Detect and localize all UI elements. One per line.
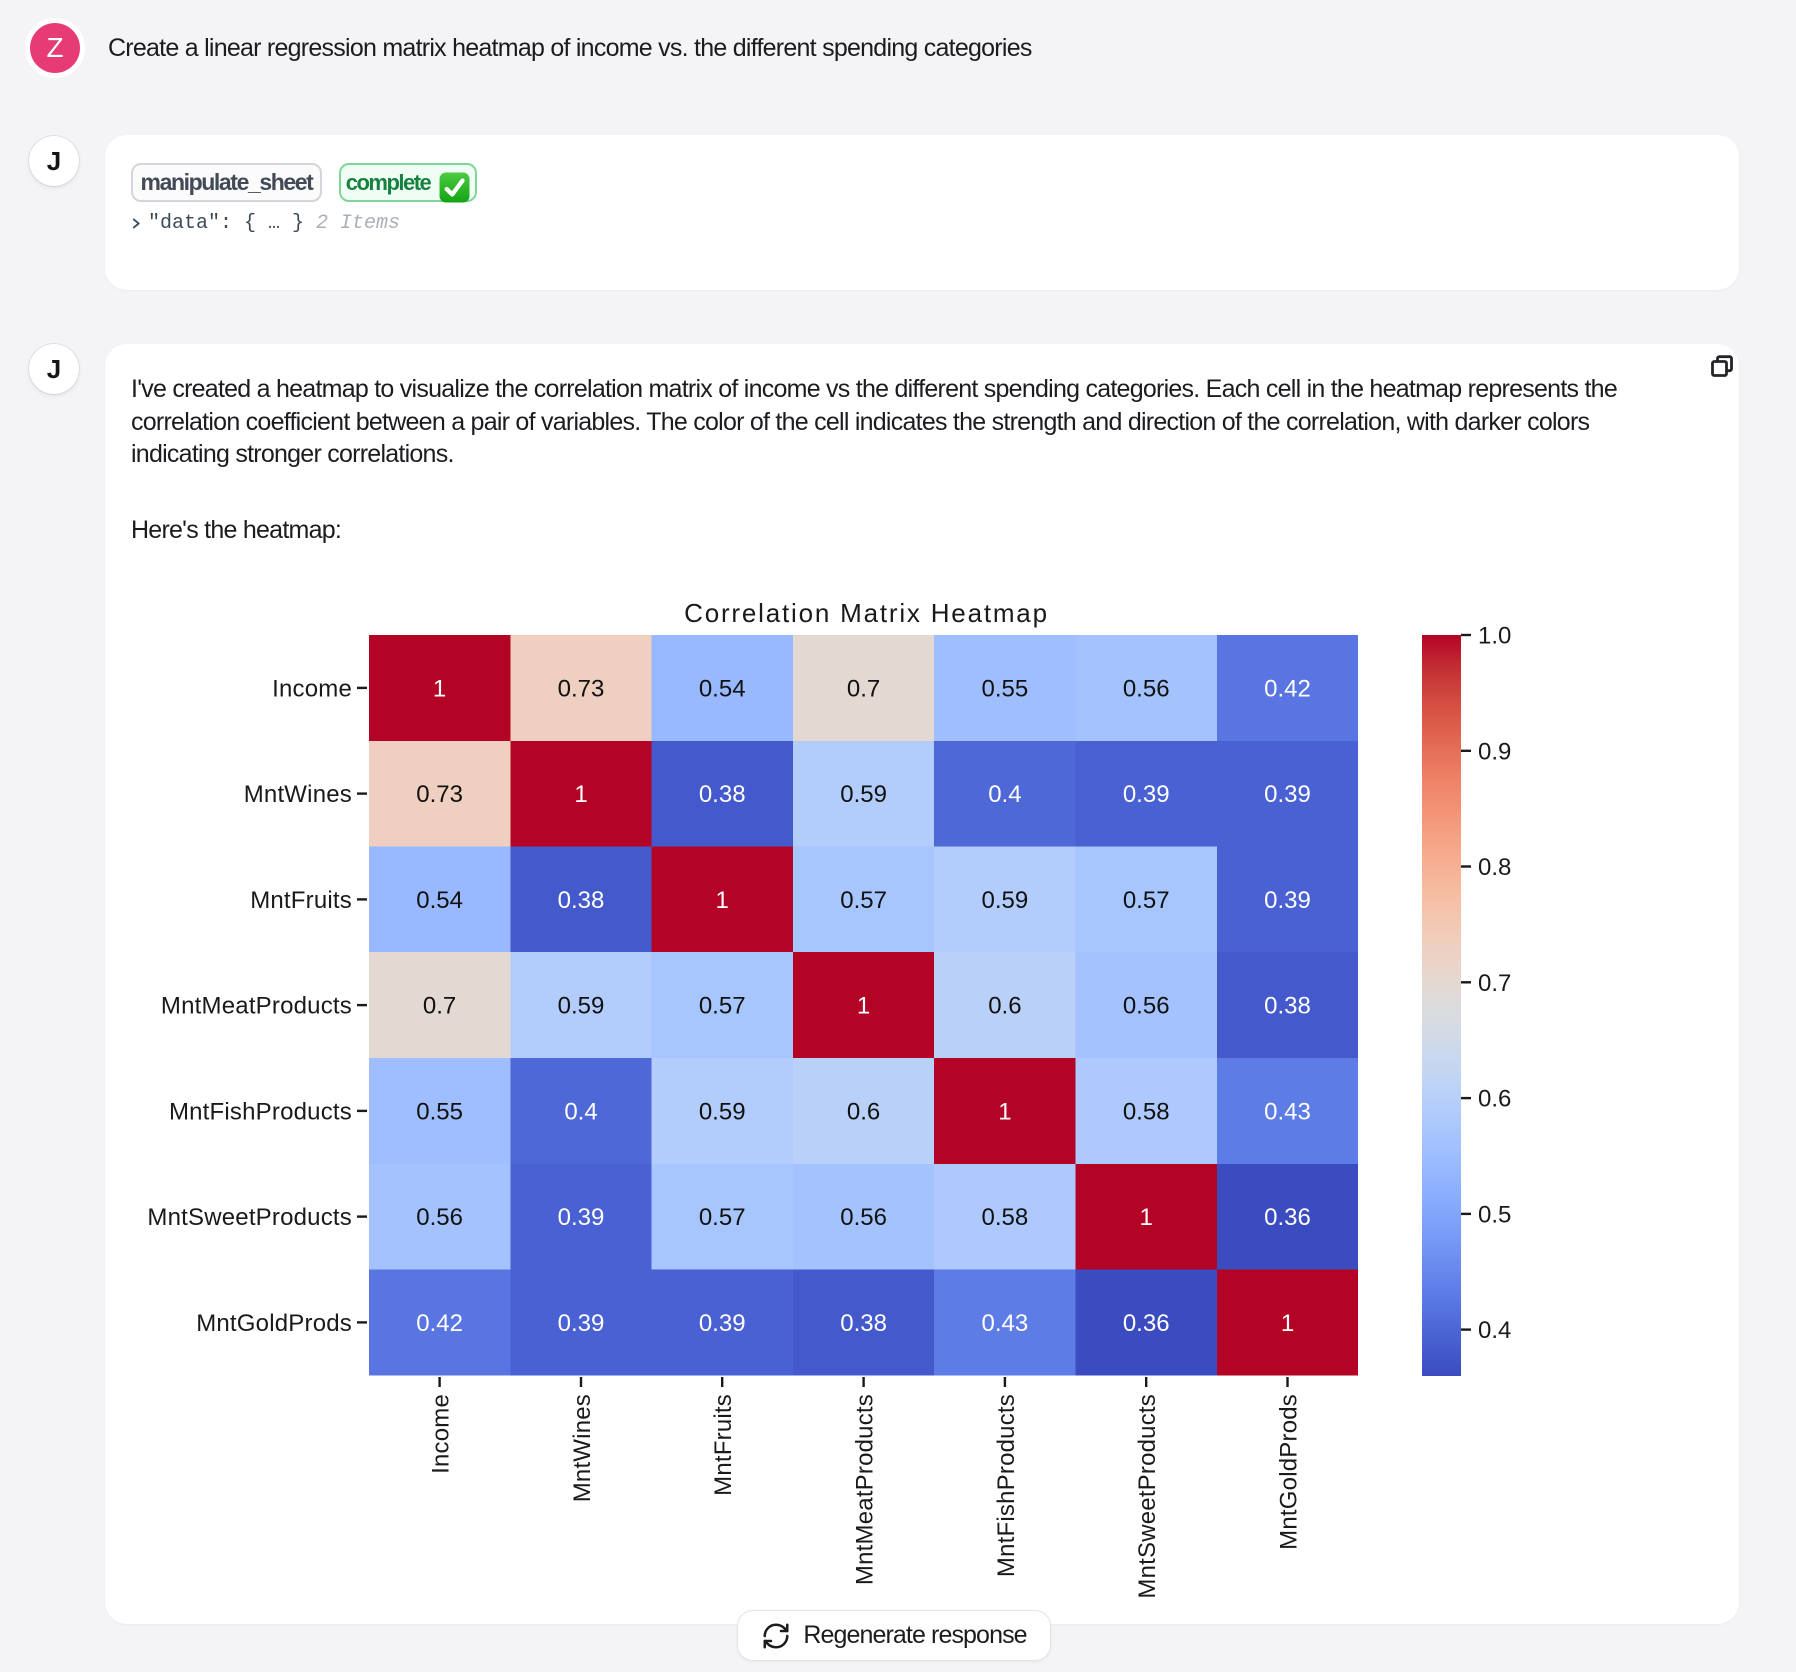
svg-text:Income: Income (428, 1394, 455, 1474)
svg-text:0.38: 0.38 (699, 781, 746, 808)
svg-text:0.58: 0.58 (1123, 1098, 1170, 1125)
svg-text:0.38: 0.38 (840, 1310, 887, 1337)
svg-text:0.4: 0.4 (988, 781, 1021, 808)
svg-text:0.55: 0.55 (416, 1098, 463, 1125)
svg-text:1: 1 (1281, 1310, 1294, 1337)
svg-text:MntSweetProducts: MntSweetProducts (1134, 1394, 1161, 1599)
svg-text:MntGoldProds: MntGoldProds (1276, 1394, 1303, 1550)
svg-text:0.57: 0.57 (840, 887, 887, 914)
svg-text:0.39: 0.39 (1264, 887, 1311, 914)
svg-text:Income: Income (272, 675, 352, 702)
svg-text:0.43: 0.43 (1264, 1098, 1311, 1125)
svg-text:1: 1 (574, 781, 587, 808)
svg-text:0.56: 0.56 (1123, 993, 1170, 1020)
svg-text:MntWines: MntWines (244, 781, 352, 808)
svg-text:0.73: 0.73 (416, 781, 463, 808)
svg-text:0.73: 0.73 (558, 675, 605, 702)
svg-text:0.58: 0.58 (982, 1204, 1029, 1231)
svg-text:0.36: 0.36 (1264, 1204, 1311, 1231)
svg-text:0.57: 0.57 (1123, 887, 1170, 914)
svg-text:MntFruits: MntFruits (710, 1394, 737, 1496)
svg-text:0.6: 0.6 (847, 1098, 880, 1125)
svg-text:MntFruits: MntFruits (250, 887, 352, 914)
svg-text:0.7: 0.7 (847, 675, 880, 702)
svg-text:1: 1 (433, 675, 446, 702)
svg-text:Correlation Matrix Heatmap: Correlation Matrix Heatmap (684, 598, 1049, 628)
svg-text:0.57: 0.57 (699, 993, 746, 1020)
svg-text:MntMeatProducts: MntMeatProducts (852, 1394, 879, 1585)
svg-text:0.8: 0.8 (1478, 854, 1511, 881)
svg-text:0.4: 0.4 (564, 1098, 597, 1125)
svg-text:0.39: 0.39 (1264, 781, 1311, 808)
svg-text:0.59: 0.59 (558, 993, 605, 1020)
svg-text:0.39: 0.39 (558, 1310, 605, 1337)
svg-text:0.57: 0.57 (699, 1204, 746, 1231)
svg-text:0.9: 0.9 (1478, 738, 1511, 765)
svg-text:0.6: 0.6 (988, 993, 1021, 1020)
svg-text:1: 1 (716, 887, 729, 914)
svg-text:0.54: 0.54 (416, 887, 463, 914)
svg-text:0.56: 0.56 (416, 1204, 463, 1231)
svg-text:0.7: 0.7 (423, 993, 456, 1020)
svg-text:0.5: 0.5 (1478, 1201, 1511, 1228)
svg-text:0.56: 0.56 (1123, 675, 1170, 702)
svg-text:1.0: 1.0 (1478, 623, 1511, 650)
svg-text:1: 1 (998, 1098, 1011, 1125)
svg-text:0.42: 0.42 (1264, 675, 1311, 702)
svg-text:0.36: 0.36 (1123, 1310, 1170, 1337)
svg-text:1: 1 (857, 993, 870, 1020)
svg-text:MntMeatProducts: MntMeatProducts (161, 993, 352, 1020)
svg-text:0.59: 0.59 (699, 1098, 746, 1125)
svg-text:0.55: 0.55 (982, 675, 1029, 702)
svg-text:0.56: 0.56 (840, 1204, 887, 1231)
svg-text:0.39: 0.39 (558, 1204, 605, 1231)
svg-text:0.59: 0.59 (982, 887, 1029, 914)
svg-text:0.38: 0.38 (558, 887, 605, 914)
svg-text:0.42: 0.42 (416, 1310, 463, 1337)
svg-text:0.7: 0.7 (1478, 970, 1511, 997)
svg-text:MntFishProducts: MntFishProducts (993, 1394, 1020, 1577)
svg-text:0.54: 0.54 (699, 675, 746, 702)
svg-text:0.59: 0.59 (840, 781, 887, 808)
svg-text:MntFishProducts: MntFishProducts (169, 1098, 352, 1125)
svg-text:MntSweetProducts: MntSweetProducts (147, 1204, 352, 1231)
svg-text:MntGoldProds: MntGoldProds (196, 1310, 352, 1337)
svg-text:0.6: 0.6 (1478, 1086, 1511, 1113)
svg-text:0.4: 0.4 (1478, 1317, 1511, 1344)
svg-text:0.39: 0.39 (699, 1310, 746, 1337)
svg-text:0.39: 0.39 (1123, 781, 1170, 808)
svg-text:0.38: 0.38 (1264, 993, 1311, 1020)
svg-text:0.43: 0.43 (982, 1310, 1029, 1337)
svg-text:MntWines: MntWines (569, 1394, 596, 1502)
svg-text:1: 1 (1140, 1204, 1153, 1231)
